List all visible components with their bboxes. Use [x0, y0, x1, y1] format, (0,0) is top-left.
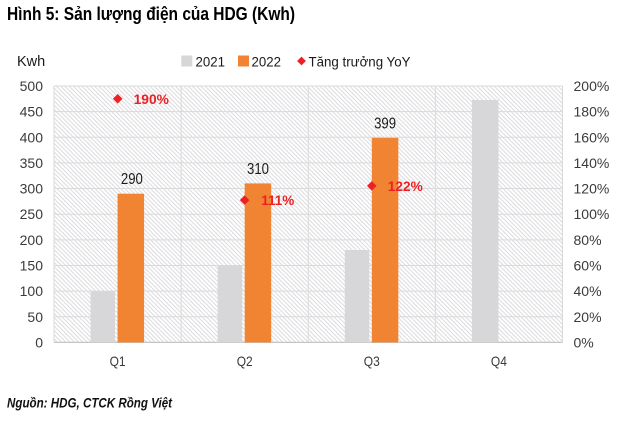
svg-text:160%: 160%	[574, 129, 610, 145]
svg-text:200%: 200%	[574, 78, 610, 94]
svg-text:450: 450	[20, 104, 44, 120]
svg-text:310: 310	[247, 161, 269, 178]
svg-text:60%: 60%	[574, 258, 602, 274]
svg-text:Kwh: Kwh	[17, 54, 45, 70]
svg-text:122%: 122%	[388, 178, 424, 194]
svg-text:190%: 190%	[134, 91, 170, 107]
svg-text:Tăng trưởng YoY: Tăng trưởng YoY	[309, 53, 412, 69]
svg-text:Q3: Q3	[364, 353, 380, 369]
svg-text:200: 200	[20, 232, 44, 248]
svg-text:0: 0	[35, 334, 43, 350]
svg-text:250: 250	[20, 206, 44, 222]
svg-text:300: 300	[20, 181, 44, 197]
svg-text:50: 50	[27, 309, 43, 325]
svg-text:120%: 120%	[574, 181, 610, 197]
svg-text:350: 350	[20, 155, 44, 171]
svg-text:400: 400	[20, 129, 44, 145]
svg-text:150: 150	[20, 258, 44, 274]
svg-text:2021: 2021	[196, 53, 226, 69]
svg-text:100: 100	[20, 283, 44, 299]
svg-text:Q1: Q1	[110, 353, 126, 369]
svg-text:20%: 20%	[574, 309, 602, 325]
svg-text:0%: 0%	[574, 334, 594, 350]
svg-text:100%: 100%	[574, 206, 610, 222]
svg-text:290: 290	[121, 171, 143, 188]
svg-text:Q4: Q4	[491, 353, 507, 369]
svg-text:140%: 140%	[574, 155, 610, 171]
svg-text:80%: 80%	[574, 232, 602, 248]
svg-text:Hình 5: Sản lượng điện của HDG: Hình 5: Sản lượng điện của HDG (Kwh)	[7, 3, 295, 24]
svg-text:500: 500	[20, 78, 44, 94]
svg-text:2022: 2022	[252, 53, 282, 69]
svg-text:Q2: Q2	[237, 353, 253, 369]
svg-text:111%: 111%	[261, 192, 295, 208]
svg-text:40%: 40%	[574, 283, 602, 299]
svg-text:180%: 180%	[574, 104, 610, 120]
svg-text:Nguồn: HDG, CTCK Rồng Việt: Nguồn: HDG, CTCK Rồng Việt	[7, 396, 172, 411]
svg-text:399: 399	[374, 115, 396, 132]
